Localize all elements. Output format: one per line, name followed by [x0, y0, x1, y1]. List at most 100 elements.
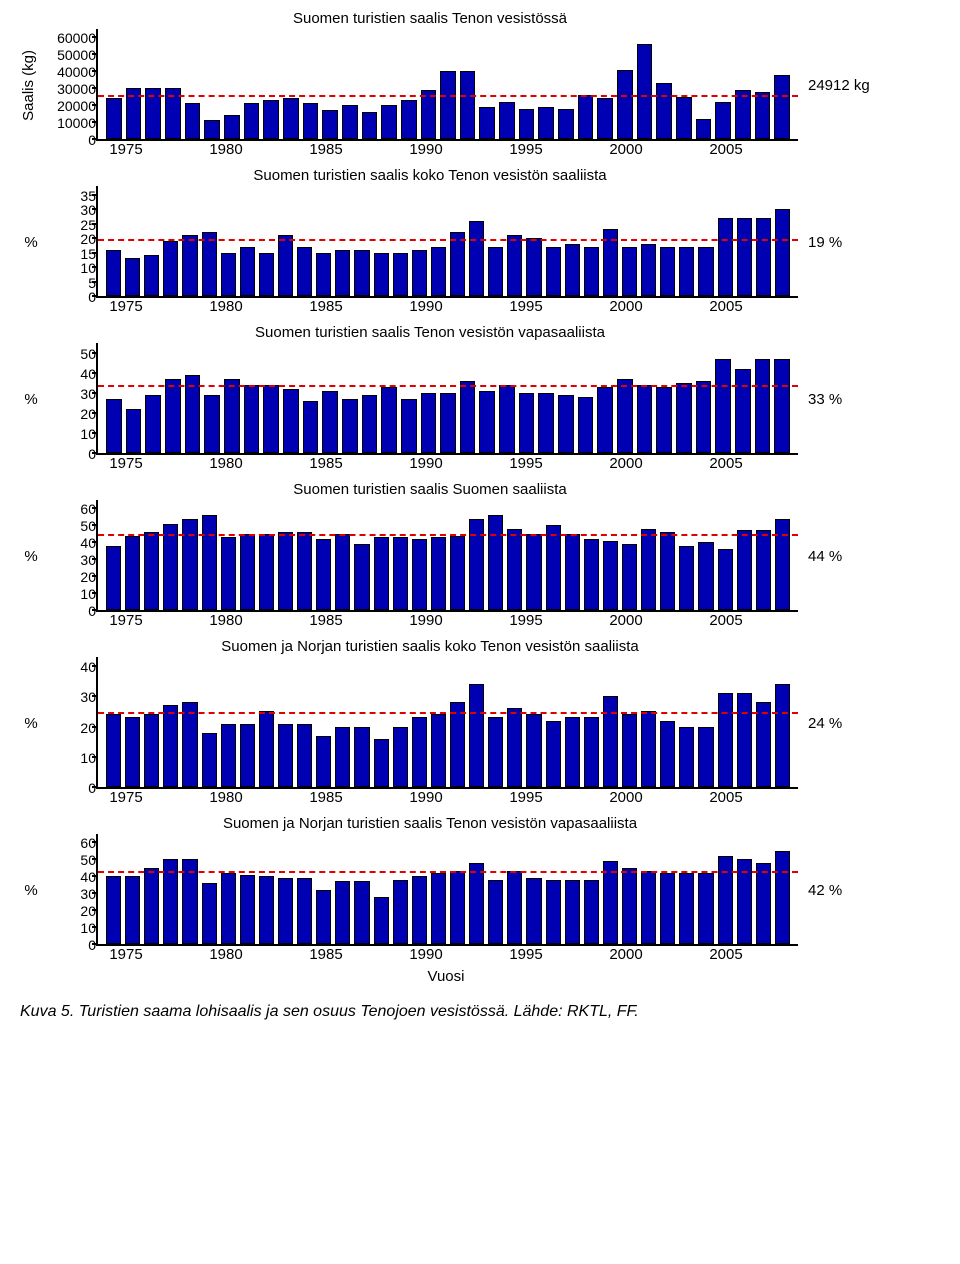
bar	[106, 546, 121, 610]
y-axis: 0100002000030000400005000060000	[42, 30, 96, 140]
bar	[259, 253, 274, 296]
bar	[584, 539, 599, 610]
bars-container	[98, 834, 798, 944]
bar	[354, 544, 369, 610]
x-tick-label: 1975	[109, 789, 142, 806]
bar	[202, 733, 217, 787]
x-axis: 1975198019851990199520002005	[96, 946, 796, 966]
bar	[259, 711, 274, 787]
bar	[696, 381, 712, 453]
bar	[393, 727, 408, 787]
bar	[421, 90, 437, 139]
x-tick-label: 1975	[109, 455, 142, 472]
bar	[488, 515, 503, 610]
bar	[565, 244, 580, 296]
bar	[322, 110, 338, 139]
chart-row: %010203040506042 %	[20, 834, 940, 946]
y-axis: 05101520253035	[42, 187, 96, 297]
y-axis: 010203040	[42, 658, 96, 788]
y-tick-label: 20000	[57, 98, 96, 114]
x-tick-label: 1995	[509, 789, 542, 806]
bar	[641, 244, 656, 296]
bar	[450, 702, 465, 787]
bar	[774, 75, 790, 139]
figure-caption: Kuva 5. Turistien saama lohisaalis ja se…	[20, 1003, 940, 1021]
bar	[393, 880, 408, 944]
bar	[240, 247, 255, 296]
x-tick-label: 2005	[709, 455, 742, 472]
bar	[163, 705, 178, 787]
bar	[775, 684, 790, 787]
bar	[450, 536, 465, 610]
bar	[106, 98, 122, 139]
bar	[224, 115, 240, 139]
bar	[221, 873, 236, 944]
bar	[698, 727, 713, 787]
bar	[125, 258, 140, 296]
bar	[316, 539, 331, 610]
bar	[756, 530, 771, 610]
bar	[342, 105, 358, 139]
bar	[450, 871, 465, 944]
bar	[185, 103, 201, 139]
chart-row: %0510152025303519 %	[20, 186, 940, 298]
x-tick-label: 2005	[709, 141, 742, 158]
figure-container: Suomen turistien saalis Tenon vesistössä…	[20, 10, 940, 985]
reference-line	[98, 385, 798, 387]
bar	[565, 534, 580, 610]
x-tick-label: 2005	[709, 946, 742, 963]
bar	[603, 861, 618, 944]
bar	[656, 83, 672, 139]
bar	[660, 247, 675, 296]
bar	[526, 878, 541, 944]
bar	[303, 103, 319, 139]
y-tick-label: 30000	[57, 81, 96, 97]
bar	[283, 98, 299, 139]
bar	[679, 546, 694, 610]
bars-container	[98, 657, 798, 787]
bar	[297, 878, 312, 944]
bar	[660, 532, 675, 610]
bar	[202, 883, 217, 944]
bar	[165, 379, 181, 453]
reference-annotation: 33 %	[808, 391, 842, 408]
bar	[584, 880, 599, 944]
bar	[679, 873, 694, 944]
bar	[622, 247, 637, 296]
bar	[431, 873, 446, 944]
x-tick-label: 1980	[209, 612, 242, 629]
bar	[303, 401, 319, 453]
x-tick-label: 2000	[609, 789, 642, 806]
bar	[244, 385, 260, 453]
bar	[718, 856, 733, 944]
bar	[546, 721, 561, 788]
y-axis-label: %	[20, 234, 42, 251]
bar	[440, 71, 456, 139]
x-tick-label: 1980	[209, 141, 242, 158]
plot-area	[96, 834, 798, 946]
bar	[507, 871, 522, 944]
y-tick-label: 40000	[57, 64, 96, 80]
bar	[144, 868, 159, 944]
bar	[278, 532, 293, 610]
bar	[718, 693, 733, 787]
bar	[106, 399, 122, 453]
bar	[431, 537, 446, 610]
bar	[182, 519, 197, 610]
x-tick-label: 1995	[509, 298, 542, 315]
x-tick-label: 2000	[609, 455, 642, 472]
chart-title: Suomen turistien saalis Tenon vesistön v…	[80, 324, 780, 341]
bar	[440, 393, 456, 453]
x-tick-label: 1975	[109, 612, 142, 629]
bar	[283, 389, 299, 453]
bar	[204, 120, 220, 139]
bar	[335, 881, 350, 944]
x-tick-label: 1985	[309, 141, 342, 158]
bar	[526, 238, 541, 296]
bar	[431, 247, 446, 296]
bar	[240, 534, 255, 610]
y-axis-label: %	[20, 548, 42, 565]
bar	[718, 218, 733, 296]
x-tick-label: 1980	[209, 455, 242, 472]
bar	[297, 724, 312, 787]
